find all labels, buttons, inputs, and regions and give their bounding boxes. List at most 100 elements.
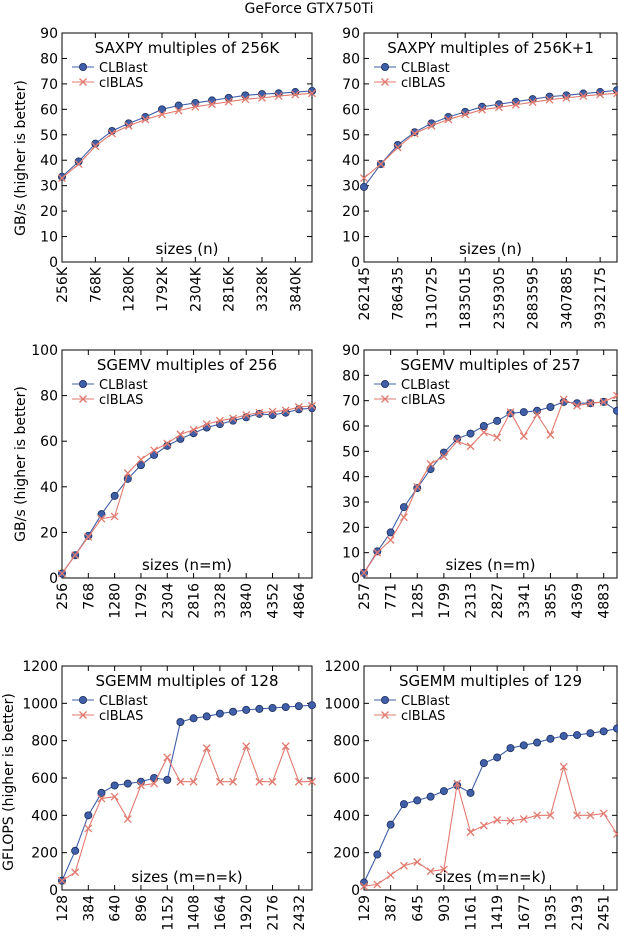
clblas-point (215, 416, 224, 425)
clblast-point (189, 714, 198, 723)
clblas-point (596, 90, 605, 99)
clblas-point (74, 160, 83, 168)
clblas-point (136, 781, 145, 790)
series-clblast (58, 404, 316, 578)
x-tick-label: 768K (88, 266, 104, 303)
clblast-point (84, 811, 93, 820)
x-tick-label: 1935 (543, 895, 559, 931)
x-tick-label: 1419 (490, 895, 506, 931)
series-clblas (58, 742, 316, 885)
clblas-point (426, 460, 435, 468)
clblast-point (386, 820, 395, 829)
x-axis-label: sizes (m=n=k) (435, 868, 546, 886)
x-tick-label: 1408 (187, 895, 203, 931)
y-tick-label: 200 (333, 846, 360, 862)
clblas-point (360, 882, 368, 891)
clblas-point (150, 779, 159, 788)
clblast-point (191, 98, 200, 107)
clblas-point (493, 816, 502, 824)
clblast-point (573, 731, 582, 740)
clblast-point (150, 450, 159, 459)
clblas-point (360, 568, 368, 577)
clblas-point (97, 794, 106, 803)
clblast-point (281, 703, 290, 712)
clblas-line (61, 405, 313, 574)
clblas-point (562, 93, 571, 102)
clblas-point (386, 536, 395, 544)
x-tick-label: 1792K (155, 266, 171, 312)
y-tick-label: 70 (342, 77, 360, 93)
clblast-point (479, 421, 488, 430)
x-tick-label: 896 (134, 895, 150, 922)
clblas-point (281, 742, 290, 751)
clblas-point (579, 92, 588, 101)
y-tick-label: 0 (49, 883, 58, 899)
x-axis-label: sizes (n) (156, 240, 219, 258)
clblas-point (613, 89, 618, 98)
y-tick-label: 70 (40, 77, 58, 93)
clblast-point (586, 729, 595, 738)
y-tick-label: 40 (40, 480, 58, 496)
clblast-point (229, 707, 238, 716)
clblast-point (533, 738, 542, 747)
clblas-point (291, 90, 300, 99)
x-axis-label: sizes (n) (459, 240, 522, 258)
clblas-point (613, 391, 618, 400)
y-tick-label: 90 (342, 343, 360, 359)
series-clblast (359, 86, 618, 191)
y-tick-label: 10 (342, 230, 360, 246)
clblast-point (110, 491, 119, 500)
y-tick-label: 80 (40, 51, 58, 67)
clblas-point (84, 533, 93, 541)
clblas-point (413, 858, 422, 866)
x-tick-label: 257 (357, 583, 373, 610)
y-tick-label: 50 (342, 444, 360, 460)
x-tick-label: 2816K (222, 266, 238, 312)
clblas-point (163, 439, 172, 448)
legend-label-clblast: CLBlast (401, 61, 450, 76)
clblast-point (559, 732, 568, 741)
x-tick-label: 640 (108, 895, 124, 922)
clblas-point (410, 129, 419, 138)
clblas-point (453, 437, 462, 446)
x-tick-label: 262145 (357, 267, 373, 320)
clblast-line (61, 90, 313, 178)
x-tick-label: 2304K (188, 266, 204, 312)
clblast-point (255, 409, 264, 418)
clblas-point (215, 777, 224, 786)
legend-marker-clblas (79, 78, 87, 86)
x-tick-label: 384 (81, 895, 97, 922)
x-tick-label: 2827 (490, 583, 506, 619)
clblas-point (141, 115, 150, 124)
clblast-point (97, 788, 106, 797)
y-tick-label: 60 (40, 102, 58, 118)
chart-panel-3: 0 20 40 60 80 100 256 768 1280 1792 2304 2816 3328 38… (31, 343, 316, 619)
clblas-point (586, 399, 595, 408)
clblast-point (533, 406, 542, 415)
row1-ylabel: GB/s (higher is better) (13, 80, 29, 236)
x-tick-label: 4352 (266, 583, 282, 619)
clblas-point (466, 828, 475, 837)
y-tick-label: 50 (40, 128, 58, 144)
clblast-point (493, 753, 502, 762)
clblast-point (202, 712, 211, 721)
y-tick-label: 1200 (22, 659, 58, 675)
x-tick-label: 3932175 (593, 267, 609, 329)
clblas-point (479, 428, 488, 437)
clblast-line (61, 407, 313, 574)
clblas-point (546, 430, 555, 439)
clblast-point (399, 800, 408, 809)
series-clblast (58, 87, 316, 181)
x-tick-label: 1677 (517, 895, 533, 931)
clblast-point (546, 734, 555, 743)
y-tick-label: 40 (40, 153, 58, 169)
x-tick-label: 3328K (255, 266, 271, 312)
y-tick-label: 30 (342, 495, 360, 511)
x-tick-label: 768 (81, 583, 97, 610)
x-tick-label: 3855 (543, 583, 559, 619)
clblas-point (258, 93, 266, 102)
clblas-point (281, 406, 290, 415)
x-tick-label: 1664 (213, 895, 229, 931)
clblas-point (613, 830, 618, 838)
y-tick-label: 1000 (22, 696, 58, 712)
